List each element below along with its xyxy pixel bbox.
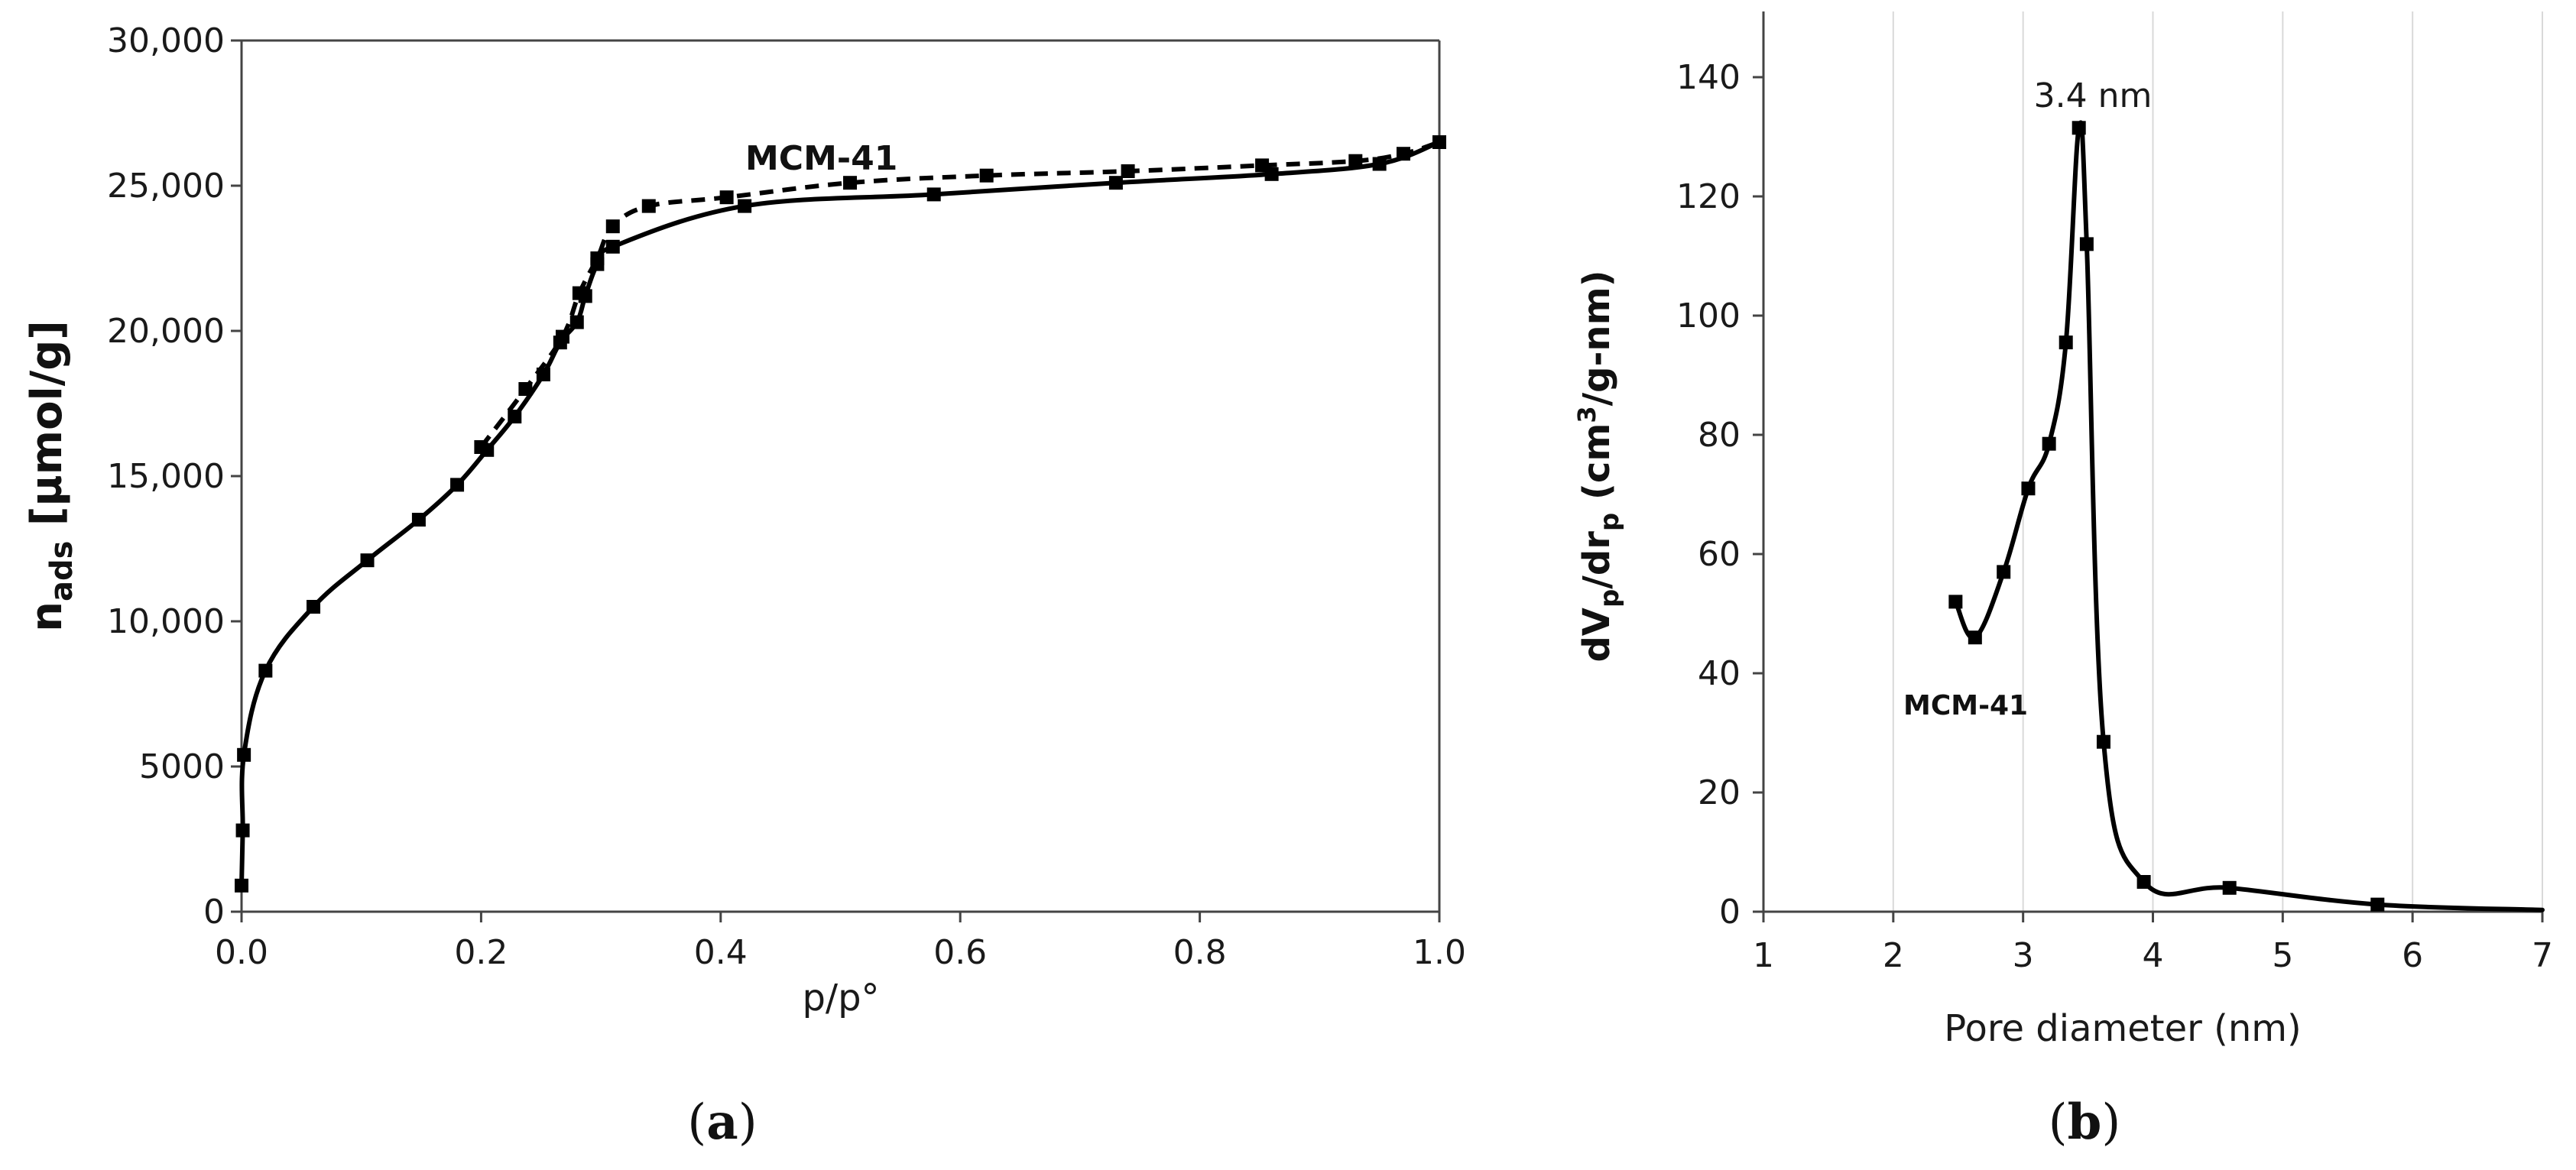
panel-a-adsorption-point — [578, 289, 592, 303]
panel-a-adsorption-point — [508, 410, 522, 424]
panel-a-desorption-point — [719, 190, 734, 205]
panel-a-x-tick-label: 0.8 — [1173, 933, 1227, 972]
panel-b-distribution-point — [2079, 237, 2094, 251]
panel-b-caption-label: (b) — [2049, 1094, 2121, 1151]
panel-b-peak-annotation: 3.4 nm — [2034, 76, 2153, 115]
panel-b-x-tick-label: 6 — [2402, 936, 2423, 975]
panel-a-adsorption-point — [360, 553, 375, 568]
panel-a-mcm41-annotation: MCM-41 — [745, 139, 897, 178]
panel-a-y-axis-label: nads [µmol/g] — [22, 320, 79, 632]
panel-b-x-tick-label: 5 — [2272, 936, 2293, 975]
panel-a-ylabel-rest: [µmol/g] — [22, 320, 72, 540]
panel-b-distribution-point — [2059, 335, 2073, 350]
panel-a-adsorption-point — [926, 187, 941, 202]
panel-b-distribution-point — [1948, 595, 1963, 609]
panel-a-adsorption-point — [590, 257, 605, 271]
panel-a-adsorption-point — [450, 478, 465, 492]
panel-b-x-tick-label: 2 — [1883, 936, 1904, 975]
panel-a-x-axis-label: p/p° — [802, 977, 879, 1019]
panel-a-x-tick-label: 0.2 — [454, 933, 508, 972]
panel-a-y-tick-label: 20,000 — [107, 312, 225, 351]
panel-a-adsorption-point — [536, 368, 550, 381]
panel-a-desorption-line — [479, 140, 1440, 449]
ylabel-part-5: 3 — [1572, 406, 1601, 423]
panel-a-desorption-point — [641, 199, 656, 213]
ylabel-part-2: /dr — [1575, 531, 1618, 589]
panel-a-adsorption-point — [258, 663, 273, 678]
panel-a-ylabel-main: n — [22, 601, 72, 632]
panel-a-adsorption-point — [480, 442, 495, 457]
panel-a-desorption-point — [518, 382, 533, 396]
panel-b-mcm41-annotation: MCM-41 — [1903, 690, 2028, 721]
panel-b-y-axis-label: dVp/drp (cm3/g-nm) — [1572, 270, 1625, 662]
panel-a-y-tick-label: 0 — [203, 893, 225, 932]
panel-b-y-tick-label: 20 — [1698, 773, 1741, 812]
panel-a-y-tick-label: 30,000 — [107, 21, 225, 60]
panel-a-adsorption-point — [235, 878, 248, 893]
panel-b-distribution-point — [2222, 880, 2237, 895]
panel-a-y-tick-label: 25,000 — [107, 167, 225, 206]
panel-b-y-tick-label: 100 — [1676, 297, 1741, 335]
panel-a-desorption-point — [1121, 164, 1135, 178]
panel-a-x-tick-label: 0.6 — [933, 933, 987, 972]
panel-b-distribution-point — [2072, 121, 2086, 135]
panel-a-adsorption-point — [1108, 176, 1123, 190]
panel-a-desorption-point — [605, 219, 620, 234]
panel-a-caption-label: (a) — [687, 1094, 757, 1151]
ylabel-part-3: p — [1595, 513, 1625, 531]
panel-a-adsorption-point — [569, 315, 584, 329]
panel-b-y-tick-label: 80 — [1698, 416, 1741, 455]
panel-a-y-tick-label: 10,000 — [107, 602, 225, 641]
ylabel-part-6: /g-nm) — [1575, 270, 1618, 406]
panel-a-adsorption-point — [307, 600, 321, 614]
panel-b-caption-letter: b — [2068, 1094, 2102, 1151]
panel-b-distribution-point — [2042, 436, 2056, 451]
ylabel-part-0: dV — [1575, 608, 1618, 663]
panel-b-y-tick-label: 0 — [1719, 893, 1741, 932]
panel-a-desorption-point — [979, 168, 994, 183]
panel-b-y-tick-label: 60 — [1698, 535, 1741, 574]
panel-a-adsorption-point — [1264, 167, 1279, 181]
panel-a-isotherm-chart: 0 5000 10,000 15,000 20,000 25,000 30,000 0.0 0.… — [22, 21, 1466, 1151]
panel-b-distribution-point — [1968, 630, 1982, 645]
panel-a-adsorption-point — [553, 335, 567, 350]
panel-b-x-tick-label: 3 — [2013, 936, 2034, 975]
panel-a-adsorption-point — [411, 513, 426, 527]
panel-b-x-tick-label: 4 — [2143, 936, 2164, 975]
panel-b-distribution-point — [2370, 897, 2385, 912]
panel-a-adsorption-point — [1432, 135, 1446, 149]
panel-b-distribution-point — [2096, 734, 2110, 749]
panel-b-distribution-point — [2136, 875, 2151, 889]
panel-a-desorption-point — [843, 176, 858, 190]
panel-b-y-tick-label: 40 — [1698, 654, 1741, 693]
panel-b-distribution-line — [1953, 120, 2545, 912]
panel-a-x-tick-label: 0.0 — [215, 933, 268, 972]
panel-a-adsorption-point — [605, 239, 620, 254]
panel-a-adsorption-point — [235, 823, 250, 838]
panel-b-y-tick-label: 140 — [1676, 58, 1741, 97]
panel-a-x-tick-label: 0.4 — [694, 933, 748, 972]
ylabel-part-1: p — [1595, 589, 1625, 608]
ylabel-part-4: (cm — [1575, 423, 1618, 513]
panel-b-x-tick-label: 1 — [1753, 936, 1774, 975]
panel-a-ylabel-sub: ads — [44, 541, 79, 601]
panel-b-x-tick-label: 7 — [2532, 936, 2553, 975]
panel-a-y-tick-label: 15,000 — [107, 457, 225, 496]
panel-b-x-axis-label: Pore diameter (nm) — [1944, 1007, 2302, 1050]
panel-a-x-tick-label: 1.0 — [1413, 933, 1466, 972]
panel-a-caption-letter: a — [706, 1094, 738, 1151]
panel-a-adsorption-point — [1372, 157, 1387, 171]
panel-b-distribution-point — [1997, 565, 2011, 579]
panel-b-distribution-point — [2021, 481, 2036, 496]
panel-a-y-tick-label: 5000 — [139, 747, 225, 786]
panel-a-adsorption-point — [738, 199, 752, 213]
panel-b-y-tick-label: 120 — [1676, 177, 1741, 216]
panel-a-desorption-point — [1348, 154, 1363, 168]
panel-a-adsorption-point — [237, 747, 251, 762]
